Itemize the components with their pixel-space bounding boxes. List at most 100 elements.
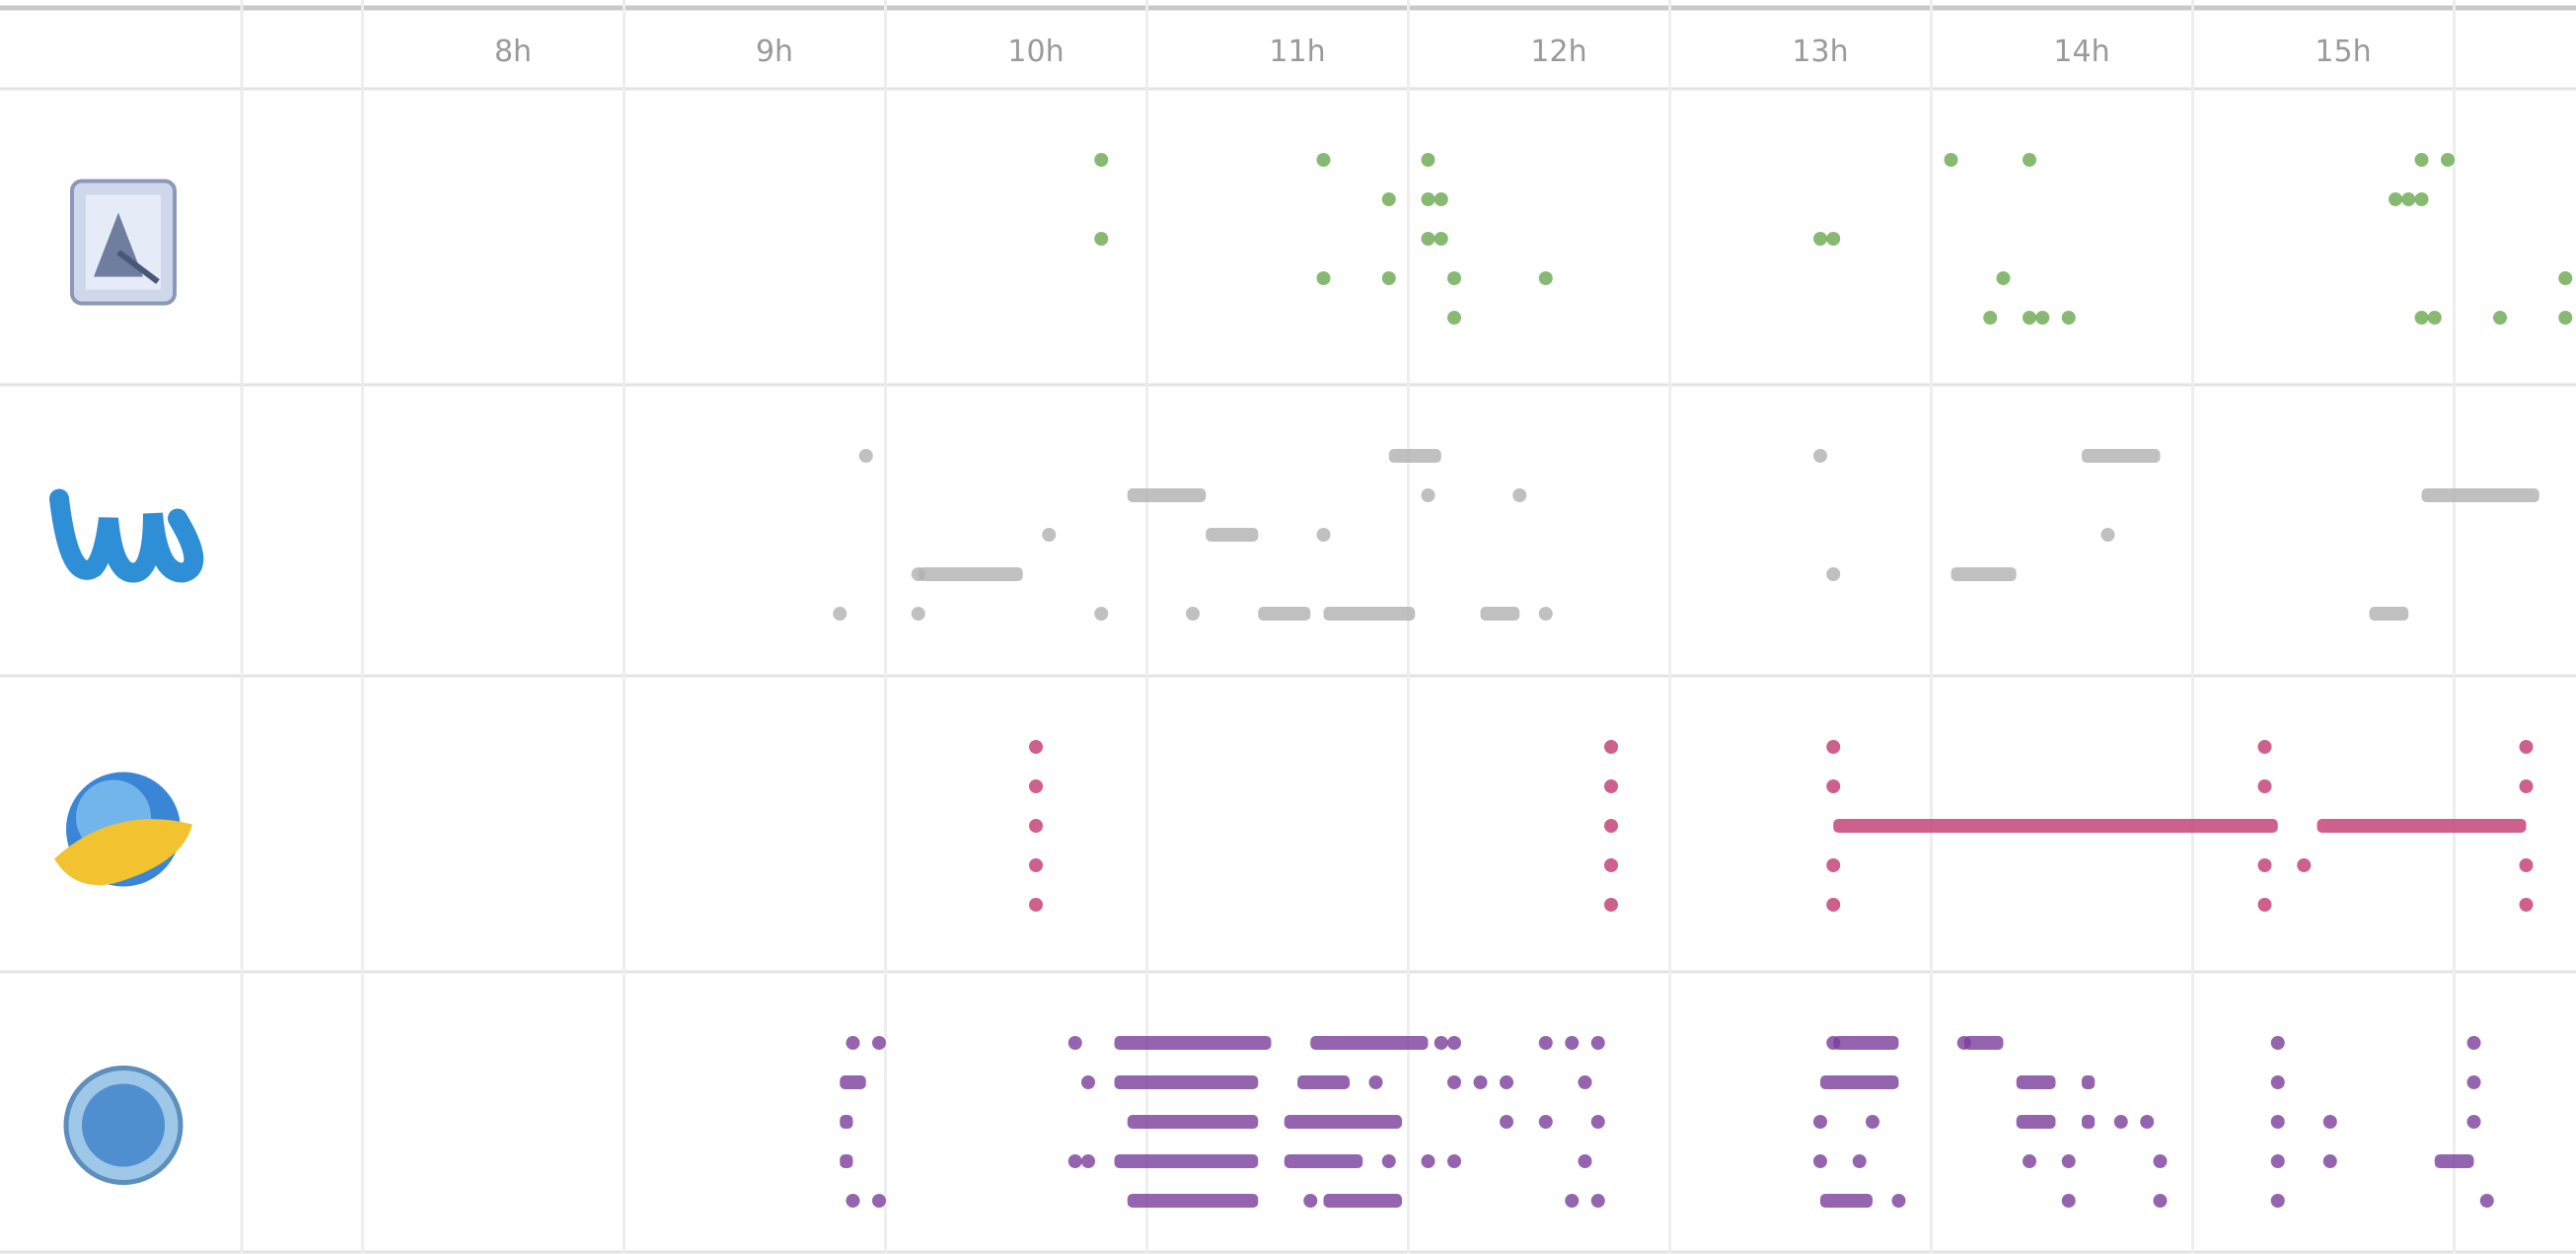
activity-bar — [2082, 1075, 2096, 1089]
activity-point — [1029, 898, 1043, 912]
activity-point — [2519, 898, 2534, 912]
activity-point — [2270, 1154, 2285, 1168]
activity-point — [1381, 192, 1396, 206]
activity-point — [1421, 488, 1435, 502]
activity-bar — [1284, 1154, 1363, 1168]
activity-point — [911, 607, 925, 621]
activity-bar — [2082, 1115, 2096, 1129]
activity-point — [1813, 1115, 1827, 1129]
activity-bar — [1323, 607, 1416, 621]
activity-bar — [1127, 1115, 1259, 1129]
activity-bar — [1820, 1194, 1873, 1208]
activity-bar — [2317, 819, 2527, 833]
activity-bar — [1114, 1154, 1259, 1168]
activity-point — [1826, 740, 1841, 754]
browser-app-icon[interactable] — [54, 772, 192, 887]
activity-point — [1826, 232, 1841, 246]
activity-point — [1590, 1115, 1605, 1129]
activity-bar — [2434, 1154, 2474, 1168]
activity-bar — [1480, 607, 1520, 621]
activity-point — [1029, 740, 1043, 754]
activity-point — [1852, 1154, 1867, 1168]
activity-bar — [918, 567, 1023, 581]
activity-point — [1604, 858, 1618, 872]
activity-point — [1565, 1036, 1580, 1050]
activity-point — [1996, 271, 2011, 285]
activity-point — [1956, 1036, 1971, 1050]
activity-point — [2257, 779, 2272, 793]
compass-face — [82, 1083, 165, 1167]
activity-point — [1826, 898, 1841, 912]
activity-bar — [2421, 488, 2539, 502]
activity-point — [1029, 858, 1043, 872]
comet-swoosh — [54, 819, 192, 886]
activity-point — [2466, 1115, 2481, 1129]
activity-point — [2401, 192, 2416, 206]
activity-point — [1303, 1194, 1318, 1208]
activity-point — [1316, 153, 1331, 167]
activity-point — [1434, 192, 1448, 206]
safari-app-icon[interactable] — [63, 1066, 184, 1185]
activity-point — [2493, 311, 2507, 325]
activity-point — [1891, 1194, 1906, 1208]
activity-point — [1434, 1036, 1448, 1050]
activity-bar — [2369, 607, 2409, 621]
x-tick-label: 8h — [494, 35, 532, 69]
activity-point — [1604, 779, 1618, 793]
activity-point — [1447, 1075, 1461, 1089]
activity-point — [2558, 311, 2573, 325]
activity-point — [2389, 192, 2402, 206]
activity-bar — [840, 1154, 853, 1168]
activity-point — [2153, 1194, 2168, 1208]
activity-bar — [1127, 488, 1207, 502]
activity-bar — [840, 1115, 853, 1129]
activity-point — [1434, 232, 1448, 246]
activity-point — [1029, 819, 1043, 833]
activity-point — [1067, 1036, 1082, 1050]
activity-point — [2322, 1154, 2337, 1168]
activity-point — [2113, 1115, 2128, 1129]
activity-point — [1866, 1115, 1879, 1129]
activity-point — [1094, 607, 1109, 621]
activity-point — [2153, 1154, 2168, 1168]
activity-point — [2479, 1194, 2494, 1208]
activity-point — [1500, 1115, 1513, 1129]
row-preview-app — [1094, 153, 2573, 325]
activity-point — [1813, 232, 1827, 246]
activity-point — [1538, 607, 1553, 621]
activity-bar — [2016, 1075, 2056, 1089]
activity-point — [1081, 1154, 1095, 1168]
activity-bar — [1388, 449, 1441, 463]
activity-bar — [2082, 449, 2161, 463]
activity-point — [2270, 1194, 2285, 1208]
activity-marks — [833, 153, 2573, 1208]
activity-point — [2270, 1075, 2285, 1089]
activity-point — [2466, 1036, 2481, 1050]
activity-point — [1983, 311, 1998, 325]
row-word-app — [833, 449, 2539, 621]
word-app-icon[interactable] — [49, 488, 204, 583]
activity-point — [1578, 1075, 1592, 1089]
row-safari-app — [840, 1036, 2494, 1208]
activity-point — [2270, 1036, 2285, 1050]
activity-point — [2297, 858, 2312, 872]
activity-point — [1447, 1036, 1461, 1050]
activity-bar — [1833, 819, 2278, 833]
x-tick-label: 14h — [2053, 35, 2109, 69]
activity-point — [2023, 311, 2036, 325]
activity-point — [1447, 1154, 1461, 1168]
activity-bar — [1114, 1075, 1259, 1089]
activity-point — [1316, 528, 1331, 542]
activity-point — [1538, 1036, 1553, 1050]
activity-point — [2270, 1115, 2285, 1129]
activity-point — [1604, 740, 1618, 754]
activity-point — [1421, 232, 1435, 246]
activity-bar — [1950, 567, 2017, 581]
activity-point — [846, 1194, 860, 1208]
activity-point — [2322, 1115, 2337, 1129]
preview-app-icon[interactable] — [70, 179, 177, 306]
activity-bar — [1833, 1036, 1899, 1050]
